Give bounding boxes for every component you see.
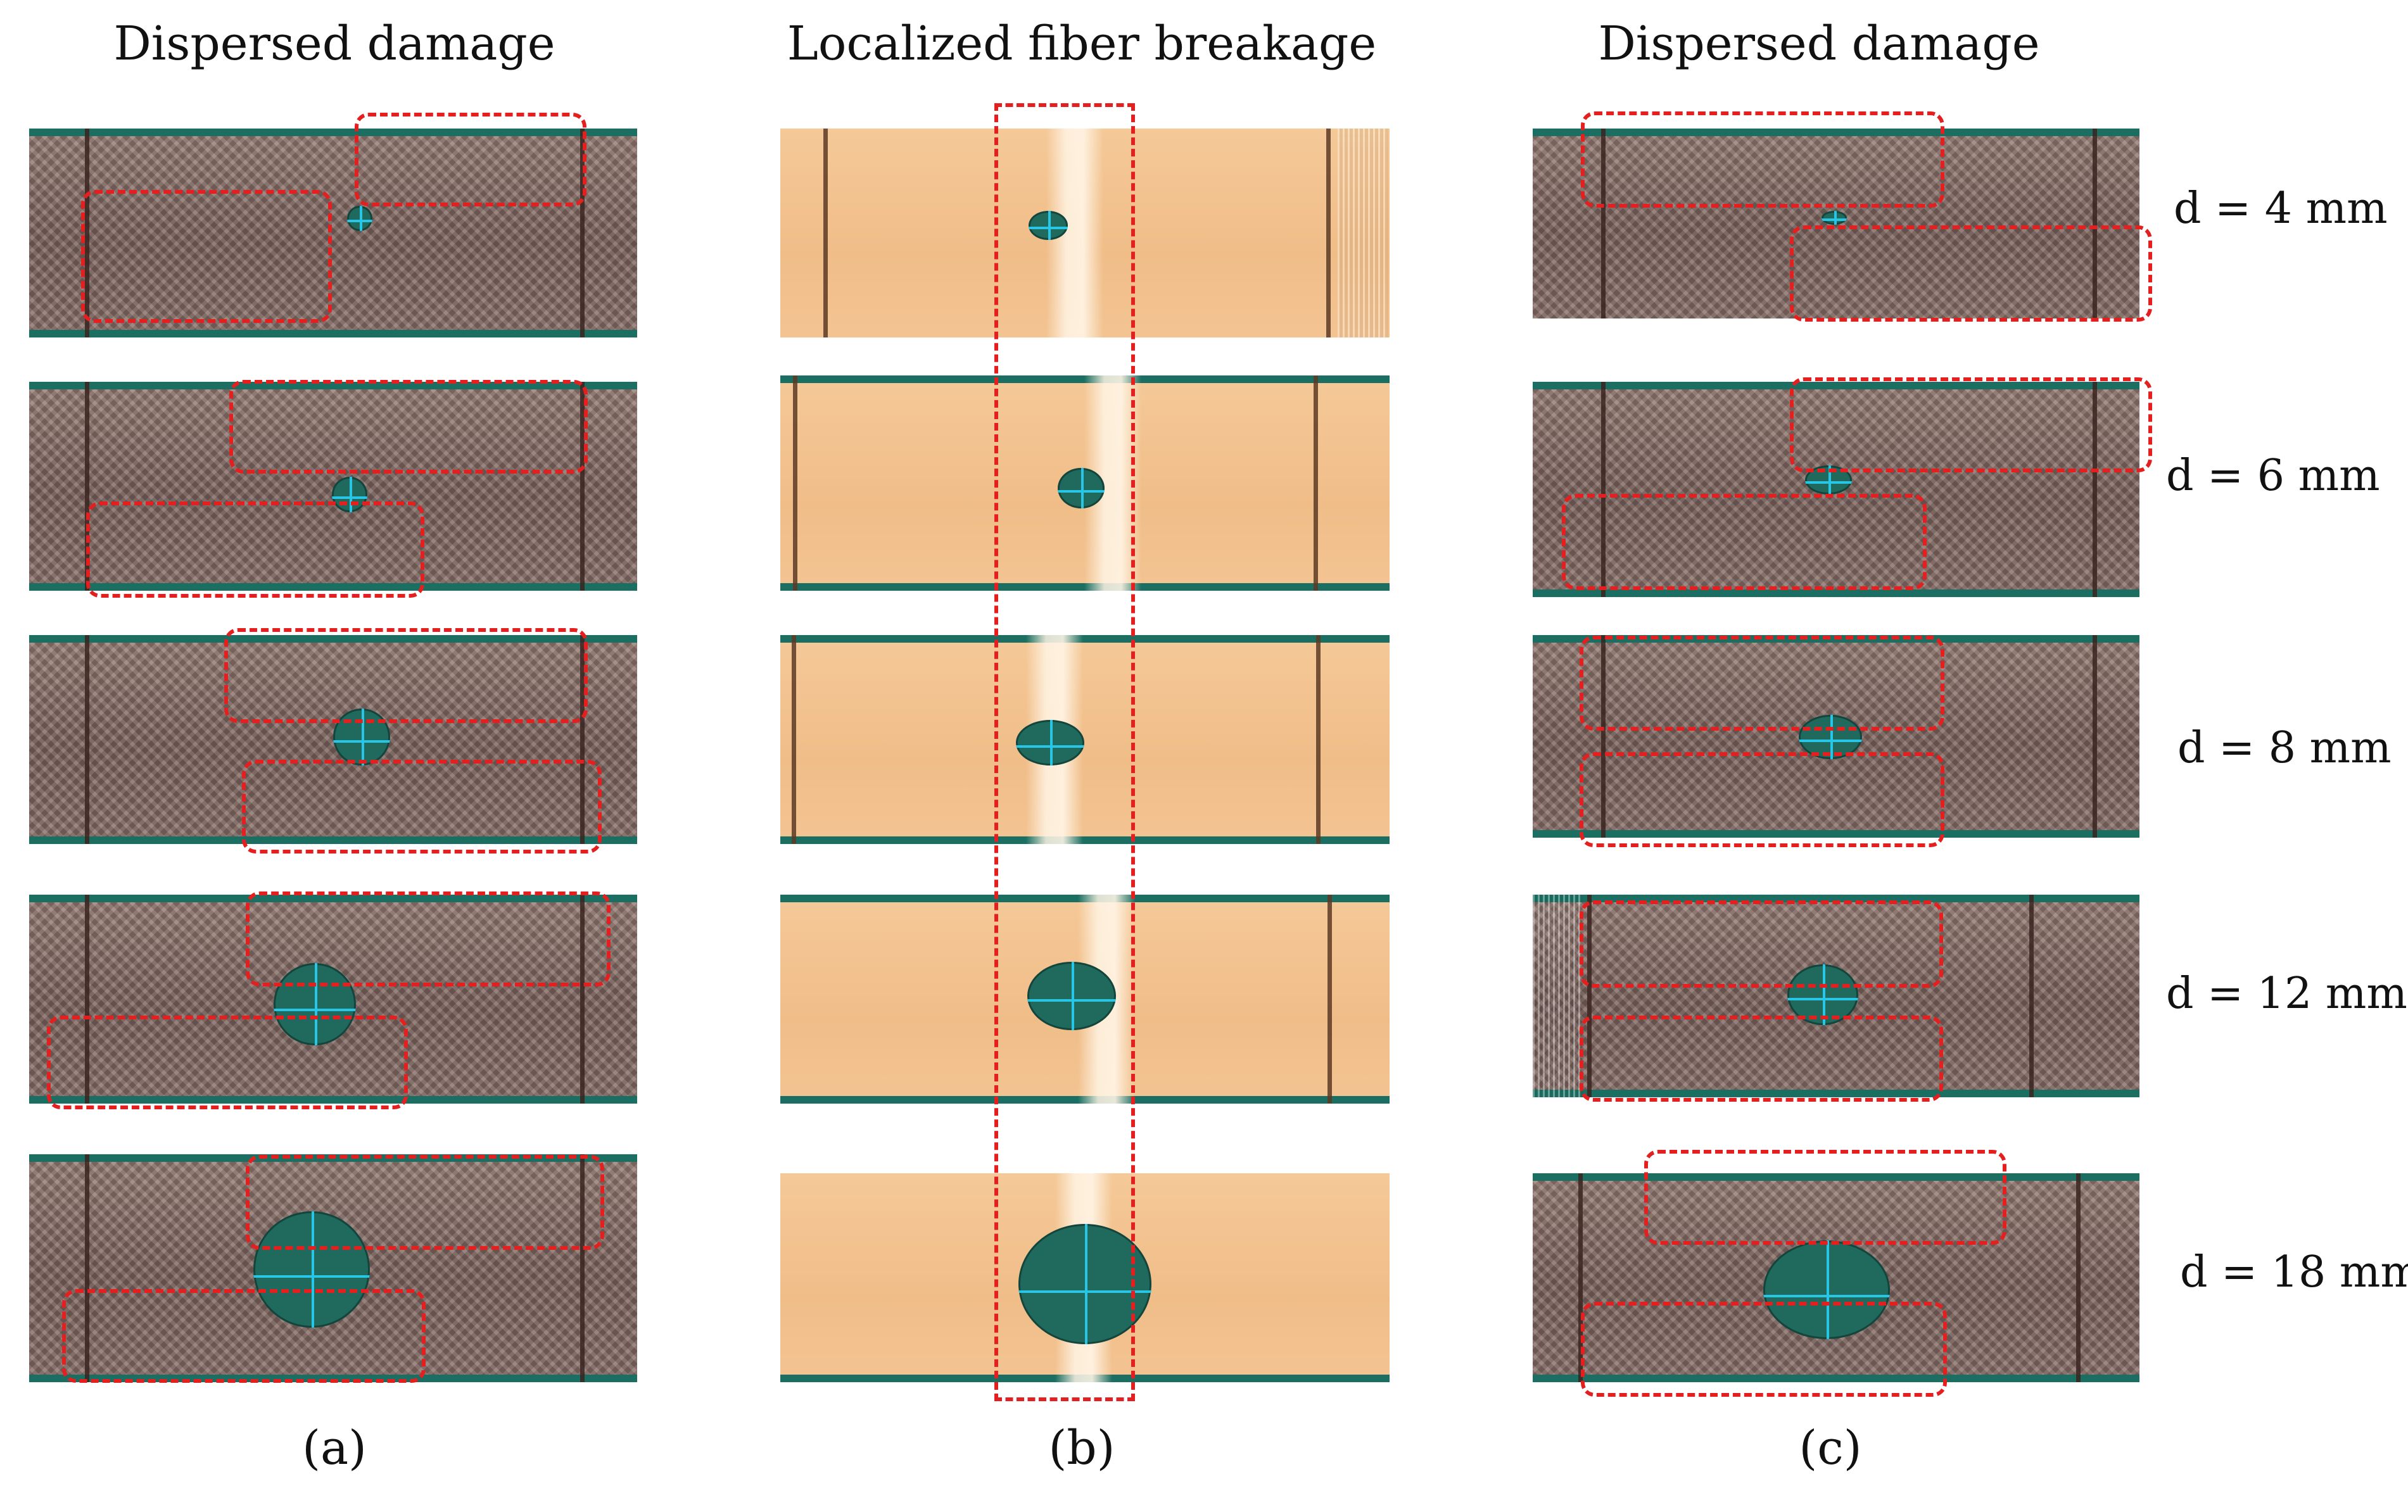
damage-region-box (1580, 1016, 1943, 1102)
diameter-label-1: d = 4 mm (2174, 184, 2388, 234)
damage-region-box (355, 113, 586, 206)
hole-icon (1822, 211, 1847, 225)
specimen-b-1 (780, 129, 1390, 337)
panel-label-a: (a) (302, 1421, 367, 1475)
hole-icon (1018, 1224, 1151, 1344)
diameter-label-2: d = 6 mm (2166, 451, 2380, 501)
hole-icon (1029, 211, 1068, 240)
damage-region-box (1580, 636, 1944, 731)
panel-label-c: (c) (1799, 1421, 1862, 1475)
specimen-c-5 (1533, 1173, 2139, 1382)
specimen-a-3 (29, 635, 637, 844)
damage-region-box (81, 190, 332, 323)
damage-region-box (1581, 111, 1944, 208)
specimen-c-1 (1533, 129, 2139, 318)
panel-label-b: (b) (1048, 1421, 1115, 1475)
damage-region-box (242, 760, 602, 854)
hole-icon (253, 1211, 370, 1328)
fiber-breakage-region-box (994, 103, 1135, 1401)
diameter-label-4: d = 12 mm (2166, 969, 2407, 1019)
specimen-c-3 (1533, 635, 2139, 838)
heading-panel-b: Localized fiber breakage (787, 16, 1377, 71)
damage-region-box (1580, 752, 1944, 847)
hole-icon (1763, 1240, 1890, 1339)
hole-icon (274, 963, 356, 1045)
diameter-label-3: d = 8 mm (2177, 723, 2392, 773)
damage-region-box (1644, 1150, 2006, 1245)
damage-region-box (86, 501, 424, 598)
damage-region-box (224, 628, 588, 723)
damage-region-box (47, 1016, 408, 1109)
damage-region-box (1562, 494, 1927, 590)
hole-icon (1016, 720, 1084, 765)
specimen-b-2 (780, 375, 1390, 591)
damage-region-box (1790, 225, 2152, 322)
hole-icon (1787, 964, 1858, 1025)
damage-region-box (62, 1289, 426, 1383)
specimen-a-1 (29, 129, 637, 337)
hole-icon (332, 477, 367, 512)
specimen-b-5 (780, 1173, 1390, 1382)
heading-panel-c: Dispersed damage (1598, 16, 2040, 71)
damage-region-box (246, 891, 611, 986)
damage-region-box (1581, 1302, 1947, 1397)
damage-region-box (246, 1155, 604, 1250)
specimen-a-5 (29, 1154, 637, 1382)
hole-icon (333, 709, 390, 765)
hole-icon (347, 206, 372, 231)
damage-region-box (1580, 900, 1943, 988)
specimen-a-4 (29, 895, 637, 1104)
hole-icon (1027, 962, 1116, 1030)
specimen-c-2 (1533, 382, 2139, 597)
diameter-label-5: d = 18 mm (2180, 1247, 2408, 1297)
specimen-b-4 (780, 895, 1390, 1104)
damage-region-box (229, 380, 588, 474)
hole-icon (1058, 468, 1105, 508)
specimen-b-3 (780, 635, 1390, 844)
damage-region-box (1790, 377, 2152, 472)
heading-panel-a: Dispersed damage (113, 16, 555, 71)
specimen-c-4 (1533, 895, 2139, 1097)
hole-icon (1799, 715, 1862, 759)
specimen-a-2 (29, 382, 637, 591)
